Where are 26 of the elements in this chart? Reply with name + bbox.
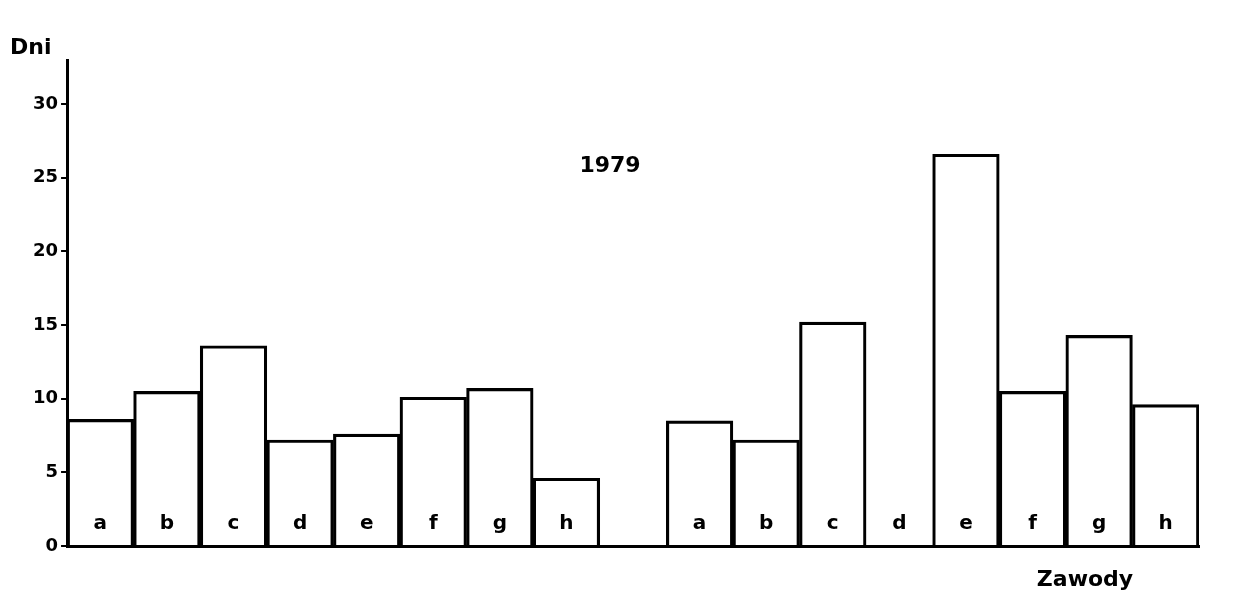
x-tick-label: b	[159, 510, 175, 535]
x-tick-label: b	[759, 510, 774, 535]
x-tick-label: g	[1091, 510, 1107, 535]
y-tick-label: 30	[32, 91, 59, 113]
x-tick-label: d	[892, 510, 907, 535]
x-tick-label: h	[1158, 510, 1173, 535]
text: 1979	[579, 151, 641, 177]
y-tick-label: 15	[32, 312, 59, 334]
x-tick-label: a	[93, 510, 108, 535]
y-tick-label: 10	[32, 386, 59, 408]
x-tick-label: d	[292, 510, 308, 535]
x-tick-label: g	[492, 510, 508, 535]
y-tick-label: 25	[32, 165, 59, 187]
x-tick-label: f	[428, 510, 438, 535]
x-tick-label: c	[826, 510, 839, 535]
x-tick-label: c	[227, 510, 240, 535]
x-tick-label: a	[692, 510, 707, 535]
y-axis-title: Dni	[10, 33, 52, 59]
x-tick-label: e	[959, 510, 973, 535]
y-tick-label: 0	[45, 533, 59, 555]
y-tick-label: 5	[45, 460, 59, 482]
x-tick-label: h	[559, 510, 574, 535]
x-axis-title: Zawody	[1036, 565, 1134, 591]
x-tick-label: e	[359, 510, 374, 535]
y-tick-label: 20	[32, 239, 59, 261]
x-tick-label: f	[1028, 510, 1038, 535]
